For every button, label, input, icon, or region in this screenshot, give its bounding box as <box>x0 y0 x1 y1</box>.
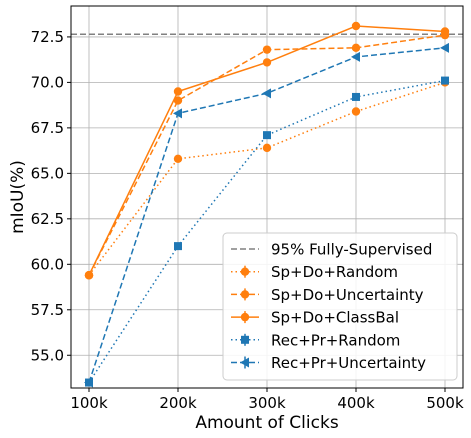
legend-label: Sp+Do+Uncertainty <box>271 286 424 304</box>
plot-frame <box>70 5 464 389</box>
legend-entry: Sp+Do+Random <box>231 263 398 281</box>
y-tick-label: 65.0 <box>31 164 64 182</box>
legend-entry: 95% Fully-Supervised <box>231 241 432 259</box>
legend-box <box>222 232 458 381</box>
data-point-marker <box>262 88 271 99</box>
y-tick-label: 72.5 <box>31 28 64 46</box>
data-point-marker <box>262 58 272 67</box>
legend-label: Rec+Pr+Uncertainty <box>271 354 426 372</box>
data-point-marker <box>240 312 250 322</box>
legend-entry: Rec+Pr+Random <box>231 331 400 349</box>
y-tick-label: 70.0 <box>31 73 64 91</box>
y-tick-label: 55.0 <box>31 346 64 364</box>
data-point-marker <box>352 92 360 101</box>
data-point-marker <box>84 377 93 388</box>
x-tick-label: 300k <box>248 394 286 412</box>
y-tick-labels: 55.0 57.5 60.0 62.5 65.0 67.5 70.0 72.5 <box>31 28 64 364</box>
x-tick-label: 100k <box>70 394 108 412</box>
data-point-marker <box>262 143 272 153</box>
y-tick-label: 60.0 <box>31 255 64 273</box>
legend-label: Sp+Do+ClassBal <box>271 309 399 327</box>
data-point-marker <box>441 76 449 85</box>
x-tick-label: 400k <box>337 394 375 412</box>
x-axis-title: Amount of Clicks <box>195 413 339 433</box>
series-layer <box>84 21 450 388</box>
series-line <box>88 79 446 383</box>
legend-entry: Sp+Do+ClassBal <box>231 309 399 327</box>
data-point-marker <box>173 108 182 119</box>
series-group <box>84 42 449 388</box>
data-point-marker <box>84 271 94 280</box>
data-point-marker <box>351 51 360 62</box>
y-tick-label: 57.5 <box>31 301 64 319</box>
legend-label: Sp+Do+Random <box>271 263 398 281</box>
data-point-marker <box>263 131 271 140</box>
legend: 95% Fully-Supervised Sp+Do+Random Sp+Do+Un… <box>222 232 458 381</box>
legend-label: Rec+Pr+Random <box>271 331 400 349</box>
x-tick-label: 500k <box>426 394 464 412</box>
data-point-marker <box>262 45 272 54</box>
x-tick-labels: 100k 200k 300k 400k 500k <box>70 394 464 412</box>
data-point-marker <box>173 96 183 105</box>
series-group <box>84 21 450 280</box>
data-point-marker <box>240 357 249 368</box>
data-point-marker <box>173 154 183 163</box>
y-tick-label: 67.5 <box>31 119 64 137</box>
data-point-marker <box>173 87 183 96</box>
data-point-marker <box>240 290 250 299</box>
y-axis-title: mIoU(%) <box>8 160 28 234</box>
data-point-marker <box>351 107 361 116</box>
data-point-marker <box>240 267 250 276</box>
legend-label: 95% Fully-Supervised <box>271 241 432 259</box>
legend-entry: Sp+Do+Uncertainty <box>231 286 424 304</box>
data-point-marker <box>440 27 450 36</box>
data-point-marker <box>241 335 249 344</box>
legend-entry: Rec+Pr+Uncertainty <box>231 354 426 372</box>
data-point-marker <box>440 42 449 53</box>
x-tick-label: 200k <box>159 394 197 412</box>
data-point-marker <box>351 21 361 31</box>
data-point-marker <box>351 43 361 53</box>
data-point-marker <box>174 242 182 251</box>
y-tick-label: 62.5 <box>31 210 64 228</box>
